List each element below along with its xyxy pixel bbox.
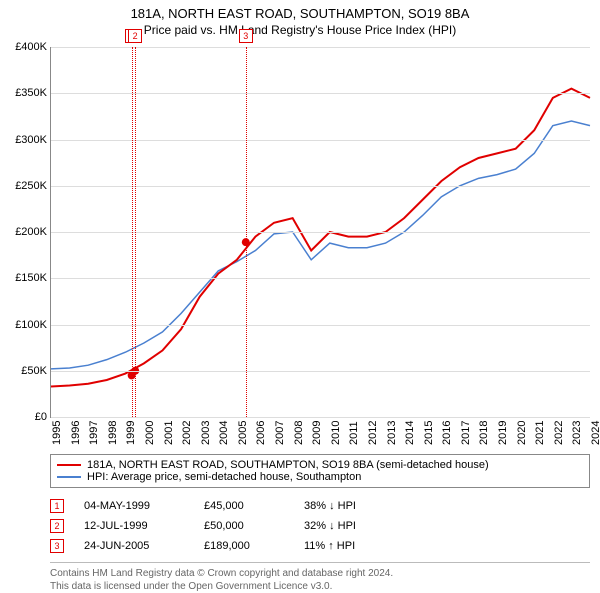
x-axis-label: 1995 [51, 421, 63, 445]
x-axis-label: 2009 [311, 421, 323, 445]
x-axis-label: 2022 [553, 421, 565, 445]
chart-container: 181A, NORTH EAST ROAD, SOUTHAMPTON, SO19… [0, 0, 600, 590]
x-axis-label: 1997 [88, 421, 100, 445]
x-axis-label: 2016 [441, 421, 453, 445]
transaction-date: 04-MAY-1999 [84, 500, 184, 512]
x-axis-label: 1999 [125, 421, 137, 445]
transaction-price: £45,000 [204, 500, 284, 512]
legend: 181A, NORTH EAST ROAD, SOUTHAMPTON, SO19… [50, 454, 590, 488]
transaction-row: 2 12-JUL-1999 £50,000 32% ↓ HPI [50, 516, 590, 536]
y-axis-label: £100K [3, 319, 47, 331]
x-axis-label: 2024 [590, 421, 600, 445]
y-axis-label: £400K [3, 41, 47, 53]
x-axis-label: 2015 [423, 421, 435, 445]
x-axis-label: 2021 [534, 421, 546, 445]
x-axis-label: 2008 [293, 421, 305, 445]
footer-line-2: This data is licensed under the Open Gov… [50, 580, 590, 593]
x-axis-label: 1998 [107, 421, 119, 445]
x-axis-label: 2014 [404, 421, 416, 445]
y-axis-label: £350K [3, 87, 47, 99]
x-axis-label: 2020 [516, 421, 528, 445]
chart-marker: 3 [239, 29, 253, 43]
y-axis-label: £300K [3, 134, 47, 146]
chart-marker: 2 [128, 29, 142, 43]
legend-row-hpi: HPI: Average price, semi-detached house,… [57, 471, 583, 483]
transaction-delta: 32% ↓ HPI [304, 520, 356, 532]
x-axis-label: 2007 [274, 421, 286, 445]
x-axis-label: 2004 [218, 421, 230, 445]
page-title: 181A, NORTH EAST ROAD, SOUTHAMPTON, SO19… [0, 0, 600, 21]
x-axis-label: 2018 [478, 421, 490, 445]
transaction-marker-2: 2 [50, 519, 64, 533]
y-axis-label: £150K [3, 272, 47, 284]
transaction-date: 24-JUN-2005 [84, 540, 184, 552]
y-axis-label: £200K [3, 226, 47, 238]
x-axis-label: 1996 [70, 421, 82, 445]
footer-line-1: Contains HM Land Registry data © Crown c… [50, 567, 590, 580]
transaction-price: £50,000 [204, 520, 284, 532]
x-axis-label: 2006 [255, 421, 267, 445]
y-axis-label: £250K [3, 180, 47, 192]
x-axis-label: 2005 [237, 421, 249, 445]
transaction-marker-1: 1 [50, 499, 64, 513]
x-axis-label: 2019 [497, 421, 509, 445]
y-axis-label: £0 [3, 411, 47, 423]
transaction-delta: 38% ↓ HPI [304, 500, 356, 512]
transaction-delta: 11% ↑ HPI [304, 540, 355, 552]
transactions-list: 1 04-MAY-1999 £45,000 38% ↓ HPI 2 12-JUL… [50, 496, 590, 556]
x-axis-label: 2003 [200, 421, 212, 445]
x-axis-label: 2010 [330, 421, 342, 445]
x-axis-label: 2000 [144, 421, 156, 445]
footer: Contains HM Land Registry data © Crown c… [50, 562, 590, 593]
legend-label-price: 181A, NORTH EAST ROAD, SOUTHAMPTON, SO19… [87, 459, 489, 471]
x-axis-label: 2011 [348, 421, 360, 445]
legend-swatch-price [57, 464, 81, 466]
x-axis-label: 2012 [367, 421, 379, 445]
page-subtitle: Price paid vs. HM Land Registry's House … [0, 21, 600, 37]
y-axis-label: £50K [3, 365, 47, 377]
transaction-row: 3 24-JUN-2005 £189,000 11% ↑ HPI [50, 536, 590, 556]
x-axis-label: 2023 [571, 421, 583, 445]
legend-label-hpi: HPI: Average price, semi-detached house,… [87, 471, 361, 483]
legend-row-price: 181A, NORTH EAST ROAD, SOUTHAMPTON, SO19… [57, 459, 583, 471]
transaction-date: 12-JUL-1999 [84, 520, 184, 532]
transaction-row: 1 04-MAY-1999 £45,000 38% ↓ HPI [50, 496, 590, 516]
transaction-marker-3: 3 [50, 539, 64, 553]
legend-swatch-hpi [57, 476, 81, 478]
chart-area: £0£50K£100K£150K£200K£250K£300K£350K£400… [50, 47, 590, 418]
transaction-price: £189,000 [204, 540, 284, 552]
x-axis-label: 2013 [386, 421, 398, 445]
x-axis-label: 2017 [460, 421, 472, 445]
x-axis-label: 2002 [181, 421, 193, 445]
x-axis-label: 2001 [163, 421, 175, 445]
